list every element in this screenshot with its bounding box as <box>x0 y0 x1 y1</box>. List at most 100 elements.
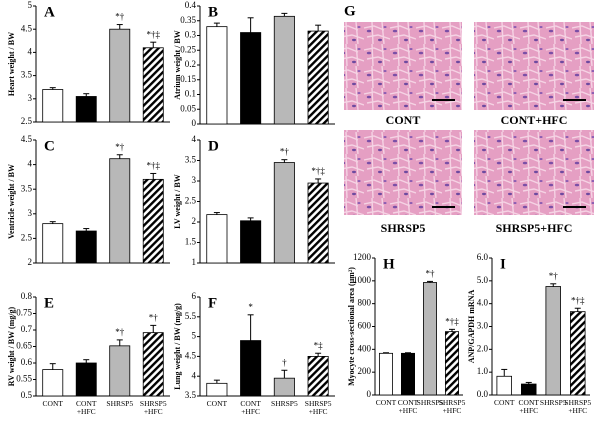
y-tick-label: 4.0 <box>477 298 489 308</box>
y-tick-label: 5 <box>192 331 197 341</box>
y-tick-label: 0 <box>192 118 197 128</box>
significance-label: *†‡ <box>571 295 585 305</box>
x-tick-label: CONT +HFC <box>397 398 419 415</box>
y-tick-label: 6 <box>192 291 197 301</box>
y-tick-label: 4.5 <box>21 23 33 33</box>
y-tick-label: 3.5 <box>185 390 197 400</box>
y-tick-label: 5.5 <box>185 311 197 321</box>
y-tick-label: 0.1 <box>185 89 196 99</box>
bar <box>109 158 131 264</box>
x-tick-label: SHRSP5 <box>539 398 567 407</box>
y-tick-label: 3 <box>28 208 33 218</box>
bar <box>378 352 393 396</box>
y-tick-label: 4 <box>28 159 33 169</box>
y-tick-label: 2 <box>192 216 197 226</box>
bar <box>206 214 228 264</box>
x-tick-label: CONT <box>375 398 397 407</box>
x-tick-label: SHRSP5 +HFC <box>304 399 332 416</box>
x-tick-label: CONT <box>494 398 515 407</box>
bar <box>42 89 64 123</box>
significance-label: *† <box>426 268 436 278</box>
x-tick-label: SHRSP5 <box>106 399 134 408</box>
bar <box>142 178 164 264</box>
y-tick-label: 1000 <box>353 275 372 285</box>
bar <box>400 352 415 396</box>
significance-label: *†‡ <box>147 161 161 171</box>
y-tick-label: 4 <box>192 370 197 380</box>
significance-label: *† <box>280 147 290 157</box>
bar <box>109 28 131 123</box>
panel-label: D <box>208 138 219 154</box>
y-axis-label: Atrium weight / BW <box>173 30 182 100</box>
x-tick-label: SHRSP5 +HFC <box>564 398 592 415</box>
y-tick-label: 3.5 <box>21 183 33 193</box>
micrograph-panel: G CONT CONT+HFC SHRSP5 SHRSP5+HFC <box>344 3 594 235</box>
y-tick-label: 1.5 <box>185 237 197 247</box>
y-tick-label: 600 <box>358 321 372 331</box>
bar <box>240 220 262 264</box>
y-tick-label: 2.5 <box>21 232 33 242</box>
y-tick-label: 0.3 <box>185 30 197 40</box>
y-tick-label: 4 <box>28 46 33 56</box>
y-tick-label: 800 <box>358 298 372 308</box>
panel-label: I <box>500 256 506 272</box>
y-tick-label: 2.5 <box>21 116 33 126</box>
y-axis-label: Myocyte cross-sectional area (μm²) <box>347 267 356 386</box>
y-tick-label: 0.5 <box>21 390 33 400</box>
x-tick-label: SHRSP5 +HFC <box>139 399 167 416</box>
y-axis-label: Heart weight / BW <box>7 32 16 96</box>
y-tick-label: 5.0 <box>477 275 489 285</box>
significance-label: *† <box>549 271 559 281</box>
bar <box>75 230 97 264</box>
bar <box>273 377 295 397</box>
y-tick-label: 2.0 <box>477 343 489 353</box>
significance-label: *† <box>115 12 125 22</box>
panel-label: H <box>383 256 395 272</box>
significance-label: * <box>248 302 253 312</box>
y-tick-label: 3 <box>192 175 197 185</box>
y-axis-label: Ventricle weight / BW <box>7 164 16 239</box>
bar <box>240 32 262 125</box>
y-tick-label: 3 <box>28 93 33 103</box>
x-tick-label: SHRSP5 <box>416 398 444 407</box>
x-tick-label: CONT <box>206 399 228 408</box>
significance-label: *† <box>149 312 159 322</box>
bar <box>273 162 295 264</box>
micrograph-caption: SHRSP5+HFC <box>496 221 573 235</box>
bar <box>273 15 295 125</box>
y-tick-label: 0.25 <box>180 44 196 54</box>
micrograph-caption: CONT+HFC <box>501 113 568 127</box>
bar <box>75 96 97 123</box>
bar <box>109 345 131 397</box>
panel-label: A <box>44 4 55 20</box>
y-tick-label: 0.75 <box>16 308 32 318</box>
y-tick-label: 5 <box>28 0 33 10</box>
bar <box>42 369 64 397</box>
y-tick-label: 2 <box>28 257 33 267</box>
y-axis-label: Lung weight / BW (mg/g) <box>173 303 182 390</box>
y-tick-label: 200 <box>358 366 372 376</box>
bar <box>307 182 329 264</box>
y-tick-label: 0.4 <box>185 0 197 10</box>
x-tick-label: SHRSP5 <box>271 399 298 408</box>
micrograph-caption: CONT <box>386 113 421 127</box>
panel-label: B <box>208 4 218 20</box>
y-tick-label: 1.0 <box>477 366 489 376</box>
bar <box>422 282 437 396</box>
micrograph <box>344 22 462 110</box>
significance-label: *†‡ <box>311 166 325 176</box>
y-tick-label: 0.7 <box>21 324 33 334</box>
x-tick-label: CONT <box>42 399 63 408</box>
significance-label: *†‡ <box>445 316 459 326</box>
bar <box>444 331 459 396</box>
bar <box>240 340 262 397</box>
micrograph-caption: SHRSP5 <box>381 221 426 235</box>
y-tick-label: 0.65 <box>16 341 32 351</box>
y-tick-label: 0.2 <box>185 59 196 69</box>
bar <box>206 382 228 397</box>
significance-label: *‡ <box>314 340 324 350</box>
x-tick-label: CONT +HFC <box>518 398 539 415</box>
y-tick-label: 0 <box>367 389 372 399</box>
bar <box>206 26 228 125</box>
